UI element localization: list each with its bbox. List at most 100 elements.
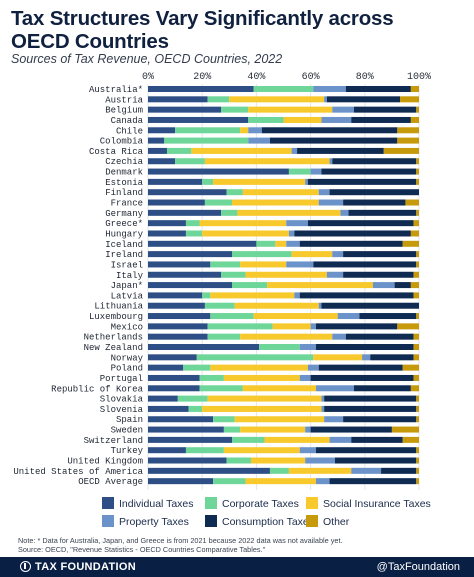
bar-segment-individual — [148, 209, 222, 216]
bar-segment-corporate — [207, 96, 230, 103]
bar-segment-social — [275, 240, 287, 247]
bar-segment-individual — [148, 478, 214, 485]
legend-item-property: Property Taxes — [102, 515, 189, 528]
bar-segment-other — [416, 478, 419, 485]
bar-segment-individual — [148, 137, 165, 144]
bar-segment-property — [248, 137, 270, 144]
bar-segment-consumption — [348, 209, 417, 216]
bar-segment-individual — [148, 271, 222, 278]
bar-segment-property — [324, 96, 327, 103]
bar-segment-corporate — [269, 467, 289, 474]
bar-segment-property — [332, 333, 346, 340]
bar-segment-property — [321, 116, 352, 123]
bar-segment-individual — [148, 220, 186, 227]
tax-foundation-logo-icon — [20, 561, 31, 572]
bar-segment-property — [310, 168, 322, 175]
bar-segment-other — [397, 137, 419, 144]
bar-segment-consumption — [299, 240, 403, 247]
bar-segment-other — [400, 96, 419, 103]
legend-swatch-social — [306, 497, 318, 509]
bar-segment-corporate — [232, 282, 268, 289]
bar-segment-corporate — [202, 292, 211, 299]
bar-segment-other — [416, 106, 419, 113]
bar-segment-other — [410, 86, 419, 92]
legend-item-individual: Individual Taxes — [102, 497, 194, 510]
bar-segment-individual — [148, 323, 208, 330]
bar-segment-corporate — [188, 405, 203, 412]
legend-item-other: Other — [306, 515, 349, 528]
bar-segment-social — [213, 178, 306, 185]
bar-segment-other — [416, 209, 419, 216]
category-label: Latvia — [111, 291, 144, 301]
bar-segment-corporate — [166, 147, 192, 154]
bar-segment-social — [250, 457, 306, 464]
bar-segment-corporate — [185, 220, 200, 227]
x-tick-label: 80% — [356, 72, 374, 83]
bar-segment-property — [340, 209, 349, 216]
bar-segment-other — [402, 364, 419, 371]
bar-segment-consumption — [370, 354, 414, 361]
bar-segment-property — [299, 447, 317, 454]
bar-segment-other — [416, 416, 419, 423]
chart-subtitle: Sources of Tax Revenue, OECD Countries, … — [11, 52, 283, 66]
bar-segment-corporate — [226, 189, 243, 196]
bar-segment-property — [337, 313, 360, 320]
social-handle: @TaxFoundation — [376, 561, 460, 573]
bar-segment-other — [416, 168, 419, 175]
bar-segment-consumption — [343, 199, 406, 206]
category-label: Greece* — [105, 219, 143, 229]
category-label: United Kingdom — [67, 457, 143, 467]
bar-segment-other — [405, 199, 419, 206]
bar-segment-social — [202, 230, 289, 237]
bar-segment-property — [351, 467, 382, 474]
bar-segment-other — [413, 354, 419, 361]
bar-segment-consumption — [321, 168, 417, 175]
x-tick-label: 100% — [407, 72, 431, 83]
bar-segment-property — [329, 436, 352, 443]
bar-segment-other — [383, 147, 419, 154]
legend-swatch-consumption — [205, 515, 217, 527]
category-label: Turkey — [111, 446, 144, 456]
bar-segment-social — [207, 395, 322, 402]
bar-segment-corporate — [202, 178, 214, 185]
legend-label-other: Other — [323, 516, 350, 528]
bar-segment-corporate — [226, 457, 251, 464]
bar-segment-corporate — [185, 447, 224, 454]
bar-segment-consumption — [353, 385, 411, 392]
bar-segment-corporate — [213, 478, 246, 485]
category-label: Mexico — [111, 322, 143, 332]
bar-segment-social — [240, 426, 306, 433]
bar-segment-consumption — [324, 405, 417, 412]
bar-segment-individual — [148, 416, 214, 423]
category-label: New Zealand — [84, 343, 143, 353]
category-label: Colombia — [100, 137, 144, 147]
bar-segment-consumption — [321, 302, 419, 309]
bar-segment-individual — [148, 374, 200, 381]
bar-segment-property — [326, 271, 344, 278]
bar-segment-other — [416, 251, 419, 258]
bar-segment-property — [321, 405, 325, 412]
bar-segment-social — [264, 436, 330, 443]
bar-segment-other — [413, 374, 419, 381]
brand: TAX FOUNDATION — [20, 561, 136, 573]
category-label: Sweden — [111, 426, 143, 436]
bar-segment-individual — [148, 457, 227, 464]
bar-segment-property — [329, 158, 333, 165]
bar-segment-individual — [148, 385, 200, 392]
bar-segment-property — [305, 426, 311, 433]
x-tick-label: 20% — [193, 72, 211, 83]
bar-segment-social — [245, 478, 317, 485]
bar-segment-corporate — [177, 395, 208, 402]
footnote-note: Note: * Data for Australia, Japan, and G… — [18, 536, 343, 545]
bar-segment-other — [416, 261, 419, 268]
bar-segment-consumption — [297, 147, 384, 154]
bar-segment-property — [305, 178, 308, 185]
footnote-source: Source: OECD, "Revenue Statistics - OECD… — [18, 544, 266, 554]
bar-segment-social — [248, 106, 333, 113]
legend-label-individual: Individual Taxes — [119, 498, 194, 510]
category-label: Belgium — [105, 106, 143, 116]
bar-segment-other — [402, 436, 419, 443]
legend-swatch-other — [306, 515, 318, 527]
category-label: Finland — [105, 188, 143, 198]
category-label: Lithuania — [94, 302, 143, 312]
